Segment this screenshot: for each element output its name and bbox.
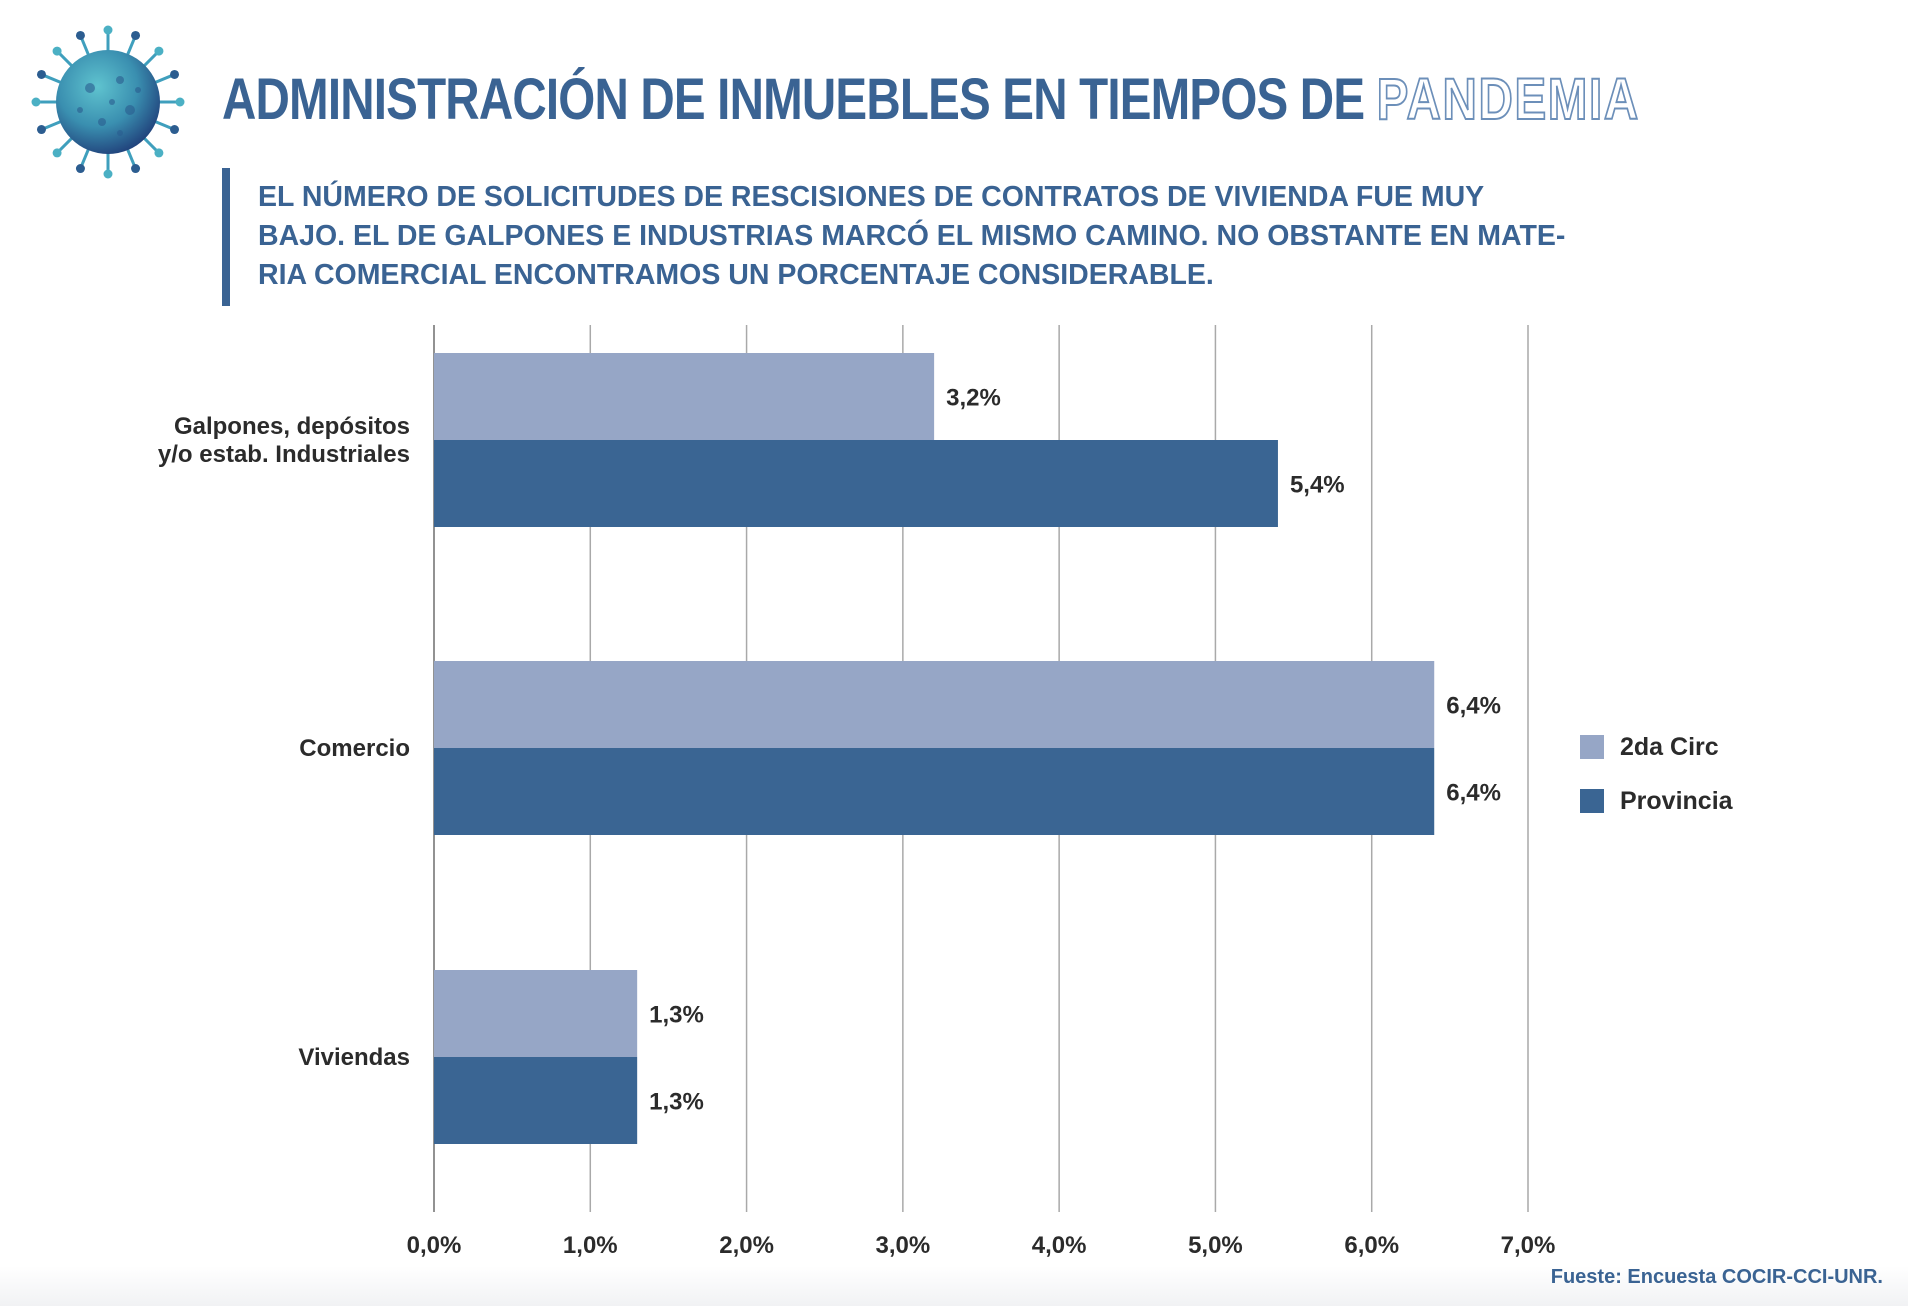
- legend-item-provincia: Provincia: [1580, 774, 1733, 828]
- legend-swatch-2da-circ: [1580, 735, 1604, 759]
- x-tick-label: 6,0%: [1344, 1232, 1399, 1259]
- category-label: Galpones, depósitos: [174, 413, 410, 440]
- x-tick-label: 7,0%: [1501, 1232, 1556, 1259]
- title-outline: PANDEMIA: [1376, 66, 1640, 133]
- bar-provincia: [434, 1057, 638, 1144]
- virus-icon: [31, 25, 185, 179]
- data-label: 5,4%: [1290, 472, 1345, 499]
- data-label: 6,4%: [1446, 780, 1501, 807]
- legend: 2da Circ Provincia: [1580, 720, 1733, 828]
- legend-label: Provincia: [1620, 786, 1733, 815]
- title-main: ADMINISTRACIÓN DE INMUEBLES EN TIEMPOS D…: [222, 67, 1365, 132]
- legend-swatch-provincia: [1580, 789, 1604, 813]
- bar-2da-circ: [434, 661, 1435, 748]
- category-label: Viviendas: [298, 1044, 410, 1071]
- x-tick-label: 2,0%: [719, 1232, 774, 1259]
- legend-label: 2da Circ: [1620, 732, 1719, 761]
- data-label: 1,3%: [649, 1002, 704, 1029]
- x-tick-label: 5,0%: [1188, 1232, 1243, 1259]
- bar-provincia: [434, 440, 1278, 527]
- data-label: 6,4%: [1446, 693, 1501, 720]
- x-tick-label: 1,0%: [563, 1232, 618, 1259]
- bar-provincia: [434, 748, 1435, 835]
- subtitle-accent-bar: [222, 168, 230, 306]
- bar-2da-circ: [434, 970, 638, 1057]
- data-label: 3,2%: [946, 385, 1001, 412]
- legend-item-2da-circ: 2da Circ: [1580, 720, 1733, 774]
- page-title: ADMINISTRACIÓN DE INMUEBLES EN TIEMPOS D…: [222, 64, 1639, 136]
- source-note: Fueste: Encuesta COCIR-CCI-UNR.: [1550, 1266, 1883, 1288]
- category-label: Comercio: [299, 735, 410, 762]
- subtitle-line: RIA COMERCIAL ENCONTRAMOS UN PORCENTAJE …: [258, 259, 1214, 291]
- subtitle: EL NÚMERO DE SOLICITUDES DE RESCISIONES …: [258, 178, 1728, 295]
- category-label: y/o estab. Industriales: [158, 441, 410, 468]
- data-label: 1,3%: [649, 1089, 704, 1116]
- bottom-shade: [0, 1266, 1908, 1306]
- x-tick-label: 4,0%: [1032, 1232, 1087, 1259]
- x-tick-label: 3,0%: [876, 1232, 931, 1259]
- subtitle-line: EL NÚMERO DE SOLICITUDES DE RESCISIONES …: [258, 181, 1485, 213]
- x-tick-label: 0,0%: [407, 1232, 462, 1259]
- bar-2da-circ: [434, 353, 935, 440]
- subtitle-line: BAJO. EL DE GALPONES E INDUSTRIAS MARCÓ …: [258, 220, 1566, 252]
